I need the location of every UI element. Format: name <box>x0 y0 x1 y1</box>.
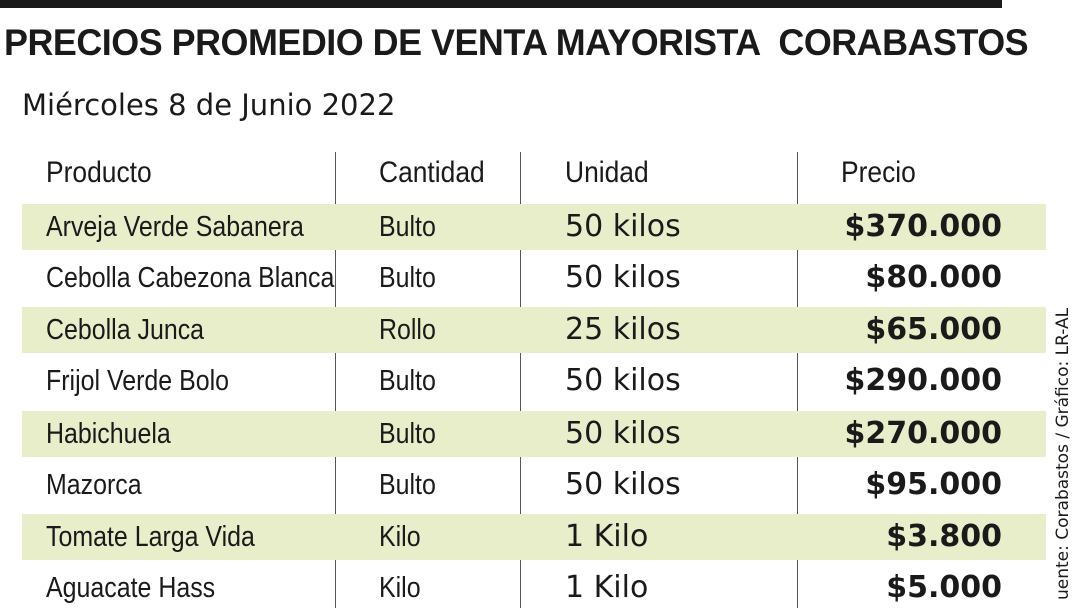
unidad-cell: 50 kilos <box>565 416 681 451</box>
cantidad-cell: Bulto <box>379 418 436 450</box>
cantidad-cell: Rollo <box>379 314 436 346</box>
page-title: PRECIOS PROMEDIO DE VENTA MAYORISTA CORA… <box>4 22 1029 63</box>
producto-cell: Tomate Larga Vida <box>46 521 255 553</box>
top-rule <box>0 0 1002 8</box>
table-row: Tomate Larga Vida Kilo 1 Kilo $3.800 <box>22 514 1046 560</box>
unidad-cell: 25 kilos <box>565 312 681 347</box>
producto-cell: Frijol Verde Bolo <box>46 365 229 397</box>
precio-cell: $270.000 <box>844 416 1002 451</box>
unidad-cell: 50 kilos <box>565 209 681 244</box>
precio-cell: $65.000 <box>865 312 1002 347</box>
cantidad-cell: Bulto <box>379 469 436 501</box>
producto-cell: Cebolla Junca <box>46 314 205 346</box>
table-header-row: Producto Cantidad Unidad Precio <box>22 150 1046 196</box>
table-row: Cebolla Cabezona Blanca Bulto 50 kilos $… <box>22 255 1046 301</box>
page-subtitle: Miércoles 8 de Junio 2022 <box>22 88 396 122</box>
cantidad-cell: Kilo <box>379 521 421 553</box>
column-divider-2 <box>520 152 521 608</box>
unidad-cell: 1 Kilo <box>565 519 649 554</box>
precio-cell: $290.000 <box>844 363 1002 398</box>
cantidad-cell: Bulto <box>379 365 436 397</box>
unidad-cell: 1 Kilo <box>565 570 649 605</box>
source-credit: uente: Corabastos / Gráfico: LR-AL <box>1053 307 1073 600</box>
precio-cell: $3.800 <box>886 519 1002 554</box>
producto-cell: Arveja Verde Sabanera <box>46 211 304 243</box>
producto-cell: Aguacate Hass <box>46 572 216 604</box>
producto-cell: Mazorca <box>46 469 142 501</box>
precio-cell: $80.000 <box>865 260 1002 295</box>
table-row: Aguacate Hass Kilo 1 Kilo $5.000 <box>22 565 1046 611</box>
producto-cell: Cebolla Cabezona Blanca <box>46 262 335 294</box>
table-row: Cebolla Junca Rollo 25 kilos $65.000 <box>22 307 1046 353</box>
header-precio: Precio <box>841 156 916 189</box>
cantidad-cell: Kilo <box>379 572 421 604</box>
precio-cell: $370.000 <box>844 209 1002 244</box>
source-credit-wrapper: uente: Corabastos / Gráfico: LR-AL <box>1048 280 1080 608</box>
header-producto: Producto <box>46 156 152 189</box>
column-divider-3 <box>797 152 798 608</box>
table-row: Arveja Verde Sabanera Bulto 50 kilos $37… <box>22 204 1046 250</box>
header-unidad: Unidad <box>565 156 649 189</box>
producto-cell: Habichuela <box>46 418 171 450</box>
column-divider-1 <box>335 152 336 608</box>
unidad-cell: 50 kilos <box>565 467 681 502</box>
unidad-cell: 50 kilos <box>565 260 681 295</box>
unidad-cell: 50 kilos <box>565 363 681 398</box>
cantidad-cell: Bulto <box>379 211 436 243</box>
cantidad-cell: Bulto <box>379 262 436 294</box>
table-row: Mazorca Bulto 50 kilos $95.000 <box>22 462 1046 508</box>
table-row: Frijol Verde Bolo Bulto 50 kilos $290.00… <box>22 358 1046 404</box>
precio-cell: $95.000 <box>865 467 1002 502</box>
header-cantidad: Cantidad <box>379 156 485 189</box>
precio-cell: $5.000 <box>886 570 1002 605</box>
table-row: Habichuela Bulto 50 kilos $270.000 <box>22 411 1046 457</box>
